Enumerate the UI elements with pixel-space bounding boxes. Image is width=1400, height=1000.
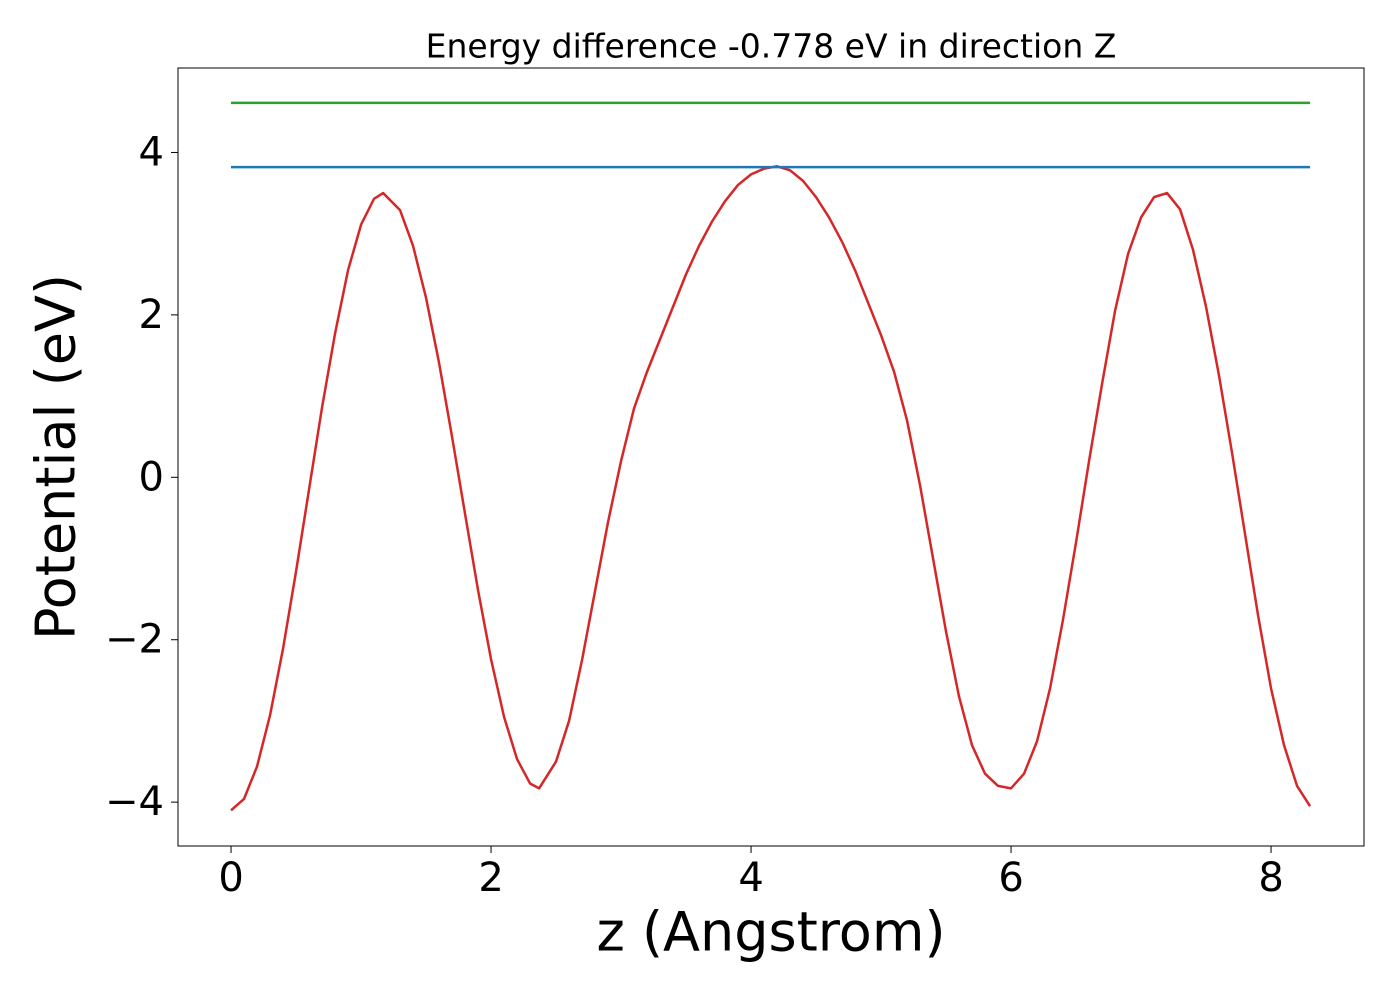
plot-frame: [177, 67, 1365, 847]
y-tick-label: −2: [105, 617, 164, 663]
x-tick-label: 6: [998, 855, 1023, 901]
x-axis-label: z (Angstrom): [596, 901, 945, 964]
y-axis-label: Potential (eV): [25, 274, 88, 640]
y-tick-label: 2: [139, 292, 164, 338]
x-tick-label: 2: [478, 855, 503, 901]
x-tick-label: 4: [738, 855, 763, 901]
x-tick-label: 0: [218, 855, 243, 901]
y-tick-label: 4: [139, 129, 164, 175]
y-tick-label: −4: [105, 779, 164, 825]
chart-title: Energy difference -0.778 eV in direction…: [426, 27, 1117, 66]
x-tick-label: 8: [1258, 855, 1283, 901]
y-tick-label: 0: [139, 454, 164, 500]
